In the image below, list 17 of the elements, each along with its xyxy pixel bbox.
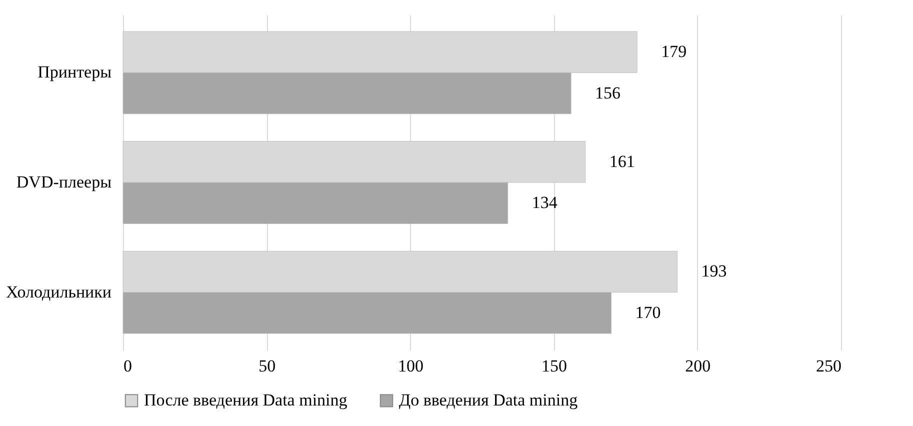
x-tick-label: 0: [124, 356, 132, 376]
data-label: 170: [635, 302, 661, 322]
x-tick-label: 200: [685, 356, 711, 376]
data-label: 161: [609, 152, 635, 171]
data-label: 134: [532, 193, 558, 212]
y-tick-label: Холодильники: [6, 282, 112, 302]
y-tick-label: Принтеры: [38, 62, 112, 82]
data-label: 179: [661, 42, 687, 62]
data-label: 156: [595, 83, 621, 102]
x-tick-label: 100: [398, 356, 424, 376]
y-tick-label: DVD-плееры: [16, 172, 112, 192]
data-label: 193: [701, 262, 727, 281]
x-tick-label: 250: [816, 356, 842, 376]
x-tick-label: 150: [542, 356, 568, 376]
x-tick-label: 50: [258, 356, 276, 376]
legend-label: До введения Data mining: [399, 390, 578, 410]
legend-label: После введения Data mining: [144, 390, 348, 410]
